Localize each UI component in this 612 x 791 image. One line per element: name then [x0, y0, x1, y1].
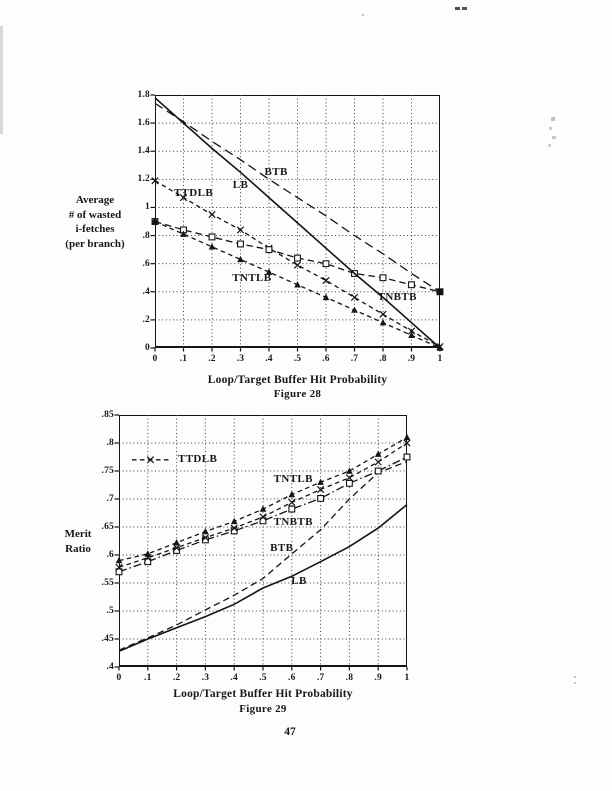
series-label-TNBTB: TNBTB — [273, 515, 313, 528]
series-line-LB — [154, 97, 441, 349]
x-tick-label: .9 — [407, 354, 416, 364]
x-tick-label: 1 — [404, 673, 410, 683]
legend-sample-line — [131, 456, 169, 464]
y-axis-label-line: (per branch) — [65, 237, 125, 250]
x-tick-label: .3 — [236, 354, 245, 364]
y-tick-label: 1.8 — [137, 90, 150, 100]
figure29-x-axis-label: Loop/Target Buffer Hit Probability — [173, 688, 353, 700]
y-axis-label-line: Merit — [64, 528, 92, 540]
y-tick-label: .2 — [142, 314, 150, 325]
x-tick-label: .5 — [293, 354, 302, 364]
y-tick-label: .45 — [101, 634, 114, 644]
series-line-LB — [118, 503, 408, 653]
y-tick-label: .5 — [106, 606, 114, 616]
x-tick-label: .6 — [322, 354, 330, 364]
x-tick-label: .4 — [265, 354, 273, 364]
x-tick-label: 1 — [437, 354, 443, 364]
gridlines — [155, 95, 440, 348]
y-axis-label-line: i-fetches — [75, 223, 115, 235]
x-tick-label: .7 — [350, 354, 359, 364]
x-tick-label: .8 — [345, 673, 354, 683]
series-label-LB: LB — [291, 575, 307, 588]
x-tick-label: .1 — [179, 354, 188, 364]
series-label-TTDLB: TTDLB — [173, 187, 214, 200]
y-tick-label: .8 — [142, 230, 150, 241]
series-label-LB: LB — [232, 178, 249, 191]
x-tick-label: .1 — [144, 673, 152, 683]
y-tick-label: 0 — [145, 343, 150, 353]
figure28-y-axis-label: Average # of wasted i-fetches (per branc… — [38, 193, 152, 251]
x-tick-label: .7 — [316, 673, 325, 683]
scan-artifact — [462, 7, 467, 10]
figure29-y-axis-label: Merit Ratio — [40, 527, 116, 556]
y-tick-label: 1 — [145, 202, 150, 213]
series-markers-TNTLB — [115, 433, 411, 564]
y-tick-label: .75 — [101, 466, 114, 476]
scan-artifact — [455, 7, 460, 10]
series-label-BTB: BTB — [264, 166, 288, 179]
y-tick-label: .7 — [106, 494, 114, 504]
page-number: 47 — [284, 726, 296, 738]
y-tick-label: .4 — [142, 286, 150, 297]
scan-artifact — [574, 676, 576, 678]
endpoint-markers — [152, 218, 443, 295]
series-markers-TNBTB — [115, 453, 411, 576]
series-line-BTB — [118, 460, 408, 651]
y-tick-label: .8 — [106, 438, 114, 448]
gridlines — [119, 415, 407, 667]
series-label-TNTLB: TNTLB — [273, 473, 313, 486]
scan-artifact — [548, 144, 551, 147]
series-markers-TNTLB — [151, 217, 444, 351]
x-tick-label: .5 — [259, 673, 267, 683]
scan-artifact — [551, 117, 555, 121]
series-label-TNTLB: TNTLB — [232, 271, 272, 284]
x-tick-label: .3 — [201, 673, 210, 683]
series-line-TTDLB — [154, 180, 441, 348]
axis-ticks — [114, 414, 408, 671]
figure28-caption: Figure 28 — [273, 388, 322, 400]
y-tick-label: .6 — [106, 550, 114, 560]
y-tick-label: .85 — [101, 410, 114, 420]
y-tick-label: 1.6 — [137, 118, 150, 129]
y-tick-label: .55 — [101, 578, 114, 588]
x-tick-label: .2 — [208, 354, 216, 364]
x-tick-label: .9 — [374, 673, 382, 683]
x-tick-label: .8 — [379, 354, 387, 364]
figure29-caption: Figure 29 — [239, 703, 287, 715]
figure28-plot-area: BTB LB TTDLB TNTLB TNBTB 0.2.4.6.8 1 1.2 1.4 1.6 1… — [138, 90, 444, 364]
y-tick-label: .65 — [101, 522, 114, 532]
scan-artifact — [549, 127, 552, 130]
x-tick-label: .4 — [230, 673, 238, 683]
series-line-TNBTB — [118, 456, 408, 573]
x-tick-label: .6 — [288, 673, 296, 683]
figure28-x-axis-label: Loop/Target Buffer Hit Probability — [207, 374, 388, 386]
scan-artifact — [552, 136, 556, 139]
y-tick-label: .4 — [106, 662, 114, 672]
x-tick-label: .2 — [172, 673, 181, 683]
axis-ticks — [150, 94, 441, 352]
legend-label-TTDLB: TTDLB — [177, 452, 218, 465]
series-line-BTB — [154, 102, 441, 293]
y-axis-label-line: Average — [75, 194, 115, 206]
scan-artifact — [0, 26, 3, 134]
scan-artifact — [362, 14, 364, 16]
series-label-BTB: BTB — [270, 542, 294, 555]
y-tick-label: 1.2 — [137, 174, 150, 185]
x-tick-label: 0 — [116, 673, 122, 683]
x-tick-label: 0 — [152, 354, 158, 364]
y-tick-label: .6 — [142, 258, 150, 269]
y-axis-label-line: # of wasted — [68, 208, 122, 221]
y-axis-label-line: Ratio — [65, 542, 91, 555]
scan-artifact — [574, 682, 576, 684]
figure29-plot-area: TTDLB TNTLB TNBTB BTB LB .4 .45 .5 .55 .6 .65 .7 .75… — [102, 410, 411, 683]
y-tick-label: 1.4 — [137, 146, 150, 157]
series-label-TNBTB: TNBTB — [377, 290, 417, 303]
